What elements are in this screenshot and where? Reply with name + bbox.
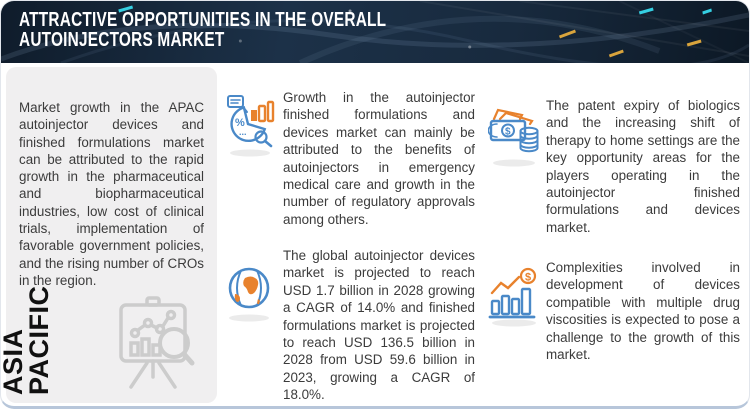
svg-text:...: ... [239,127,247,137]
block-challenge: $ Complexities involved in development o… [488,259,740,363]
analytics-percent-chart-icon: % ... [225,89,283,228]
header-banner: ATTRACTIVE OPPORTUNITIES IN THE OVERALL … [1,1,749,63]
apac-panel: Market growth in the APAC autoinjector d… [1,67,217,403]
svg-text:$: $ [505,127,511,138]
network-background-decoration [1,1,749,63]
market-projection-text: The global autoinjector devices market i… [283,248,475,403]
globe-icon [225,247,283,404]
region-label: ASIA PACIFIC [0,285,54,396]
growth-chart-dollar-icon: $ [488,259,546,363]
svg-text:$: $ [525,272,531,284]
challenge-text: Complexities involved in development of … [546,260,740,363]
page-title-line1: ATTRACTIVE OPPORTUNITIES IN THE OVERALL [19,8,387,31]
page-title: ATTRACTIVE OPPORTUNITIES IN THE OVERALL … [19,8,509,51]
svg-text:%: % [235,117,245,129]
growth-driver-text: Growth in the autoinjector finished form… [283,90,475,227]
page-title-line2: AUTOINJECTORS MARKET [19,28,225,51]
block-growth-driver: % ... Growth in the autoinjector finishe… [225,89,475,228]
market-research-easel-icon [119,296,195,389]
apac-paragraph: Market growth in the APAC autoinjector d… [19,100,204,288]
block-opportunity: $ The patent expiry of biologics and the… [487,97,740,236]
block-market-projection: The global autoinjector devices market i… [225,247,475,404]
money-banknote-coins-icon: $ [487,97,546,236]
opportunity-text: The patent expiry of biologics and the i… [546,98,740,235]
